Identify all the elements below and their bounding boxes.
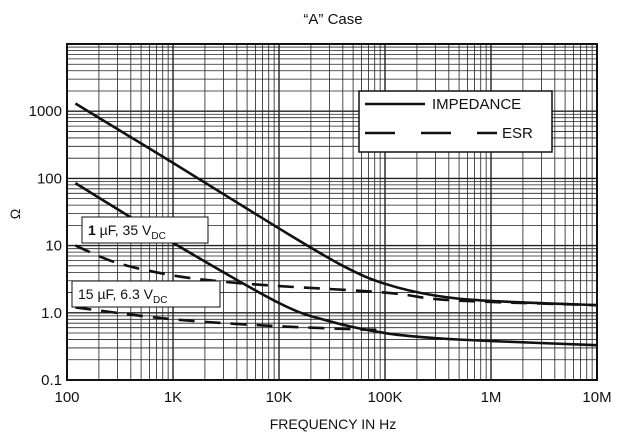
x-tick-label: 10K (266, 389, 293, 406)
annotation-15uf-box (71, 280, 221, 308)
x-tick-label: 100 (54, 389, 79, 406)
y-tick-label: 1000 (29, 103, 62, 120)
x-tick-label: 10M (582, 389, 611, 406)
y-tick-labels: 0.1 1.0 10 100 1000 (29, 103, 62, 389)
chart-title: “A” Case (303, 11, 362, 28)
legend-esr-label: ESR (502, 125, 533, 142)
esr-curve-1 (74, 244, 598, 307)
y-tick-label: 10 (45, 238, 62, 255)
x-tick-labels: 100 1K 10K 100K 1M 10M (54, 389, 611, 406)
x-tick-label: 1M (481, 389, 502, 406)
legend-box (358, 90, 553, 153)
impedance-curve-2 (74, 182, 598, 347)
x-axis-label: FREQUENCY IN Hz (270, 416, 397, 432)
y-tick-label: 1.0 (41, 305, 62, 322)
annotation-1uf-text: 1 µF, 35 VDC (88, 222, 166, 242)
y-tick-label: 100 (37, 170, 62, 187)
x-tick-label: 1K (164, 389, 182, 406)
annotation-1uf-box (81, 216, 209, 244)
grid (66, 44, 597, 381)
esr-curve-3 (75, 306, 386, 332)
plot-frame (66, 43, 598, 381)
x-tick-label: 100K (367, 389, 402, 406)
annotation-15uf-text: 15 µF, 6.3 VDC (78, 286, 167, 306)
annotation-15uf: 15 µF, 6.3 VDC (71, 280, 221, 308)
y-tick-label: 0.1 (41, 372, 62, 389)
y-axis-label: Ω (7, 209, 23, 219)
annotation-1uf: 1 µF, 35 VDC (81, 216, 209, 244)
legend: IMPEDANCE ESR (358, 90, 553, 153)
legend-impedance-label: IMPEDANCE (432, 96, 521, 113)
